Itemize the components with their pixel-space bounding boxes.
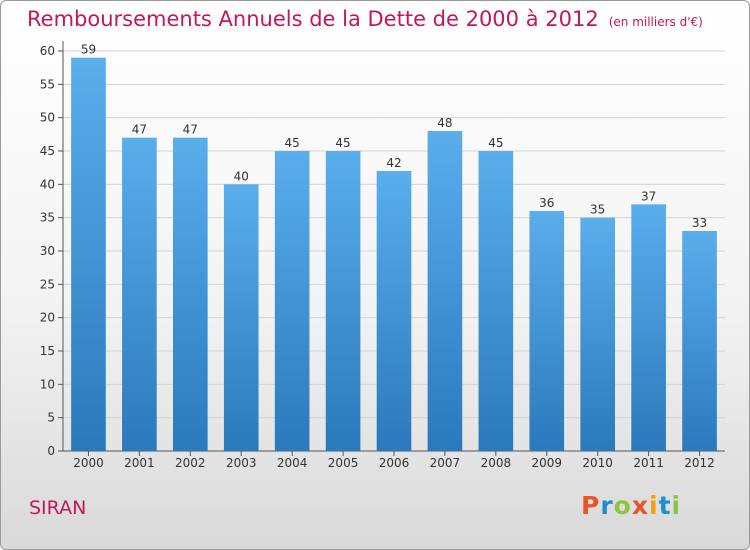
x-tick-label-2010: 2010 bbox=[582, 456, 613, 470]
logo-letter: t bbox=[658, 491, 672, 520]
x-tick-label-2008: 2008 bbox=[481, 456, 512, 470]
x-tick-label-2001: 2001 bbox=[124, 456, 155, 470]
x-tick-label-2002: 2002 bbox=[175, 456, 206, 470]
bar-2000 bbox=[71, 57, 106, 452]
value-label-2003: 40 bbox=[234, 169, 249, 183]
x-tick-label-2004: 2004 bbox=[277, 456, 308, 470]
bar-layer bbox=[71, 57, 717, 452]
value-label-2001: 47 bbox=[132, 123, 147, 137]
y-tick-label: 0 bbox=[47, 444, 55, 458]
value-label-2005: 45 bbox=[335, 136, 350, 150]
x-tick-label-2007: 2007 bbox=[430, 456, 461, 470]
value-label-2012: 33 bbox=[692, 216, 707, 230]
value-label-2002: 47 bbox=[183, 123, 198, 137]
y-tick-label: 40 bbox=[40, 177, 55, 191]
x-tick-label-2003: 2003 bbox=[226, 456, 257, 470]
y-tick-label: 5 bbox=[47, 411, 55, 425]
y-tick-label: 35 bbox=[40, 211, 55, 225]
value-label-2010: 35 bbox=[590, 203, 605, 217]
bar-2009 bbox=[529, 211, 565, 451]
y-tick-label: 30 bbox=[40, 244, 55, 258]
value-label-2006: 42 bbox=[386, 156, 401, 170]
commune-name: SIRAN bbox=[29, 497, 87, 519]
logo-letter: i bbox=[649, 491, 659, 520]
value-label-2008: 45 bbox=[488, 136, 503, 150]
bar-2005 bbox=[325, 151, 361, 451]
value-label-2011: 37 bbox=[641, 189, 656, 203]
value-label-2009: 36 bbox=[539, 196, 554, 210]
y-tick-label: 15 bbox=[40, 344, 55, 358]
title-main: Remboursements Annuels de la Dette de 20… bbox=[27, 7, 599, 31]
bar-2004 bbox=[274, 151, 310, 451]
x-tick-label-2005: 2005 bbox=[328, 456, 359, 470]
bar-2006 bbox=[376, 171, 412, 451]
x-tick-label-2011: 2011 bbox=[633, 456, 664, 470]
value-label-2004: 45 bbox=[285, 136, 300, 150]
bar-2001 bbox=[122, 137, 157, 451]
y-tick-label: 10 bbox=[40, 377, 55, 391]
y-tick-label: 55 bbox=[40, 77, 55, 91]
proxiti-logo[interactable]: Proxiti bbox=[581, 491, 681, 520]
y-tick-label: 60 bbox=[40, 44, 55, 58]
bar-2002 bbox=[172, 137, 208, 451]
title-unit: (en milliers d'€) bbox=[608, 15, 703, 29]
label-layer: 2000 59 2001 47 2002 47 2003 40 2004 45 2005 45 2006… bbox=[73, 43, 715, 470]
chart-title: Remboursements Annuels de la Dette de 20… bbox=[27, 7, 703, 31]
x-tick-label-2000: 2000 bbox=[73, 456, 104, 470]
bar-2012 bbox=[682, 231, 717, 451]
logo-letter: P bbox=[581, 491, 601, 520]
bar-2008 bbox=[478, 151, 514, 451]
y-tick-label: 25 bbox=[40, 277, 55, 291]
x-tick-label-2006: 2006 bbox=[379, 456, 410, 470]
y-tick-label: 20 bbox=[40, 311, 55, 325]
logo-letter: i bbox=[671, 491, 682, 520]
value-label-2000: 59 bbox=[81, 43, 96, 57]
bar-2003 bbox=[223, 184, 259, 452]
logo-letter: x bbox=[631, 491, 649, 520]
y-tick-label: 45 bbox=[40, 144, 55, 158]
bar-2007 bbox=[427, 131, 463, 451]
value-label-2007: 48 bbox=[437, 116, 452, 130]
bar-2010 bbox=[580, 217, 616, 451]
logo-letter: r bbox=[600, 491, 614, 520]
logo-letter: o bbox=[613, 491, 632, 520]
bar-2011 bbox=[631, 204, 666, 451]
x-tick-label-2012: 2012 bbox=[684, 456, 715, 470]
y-tick-label: 50 bbox=[40, 111, 55, 125]
x-tick-label-2009: 2009 bbox=[531, 456, 562, 470]
